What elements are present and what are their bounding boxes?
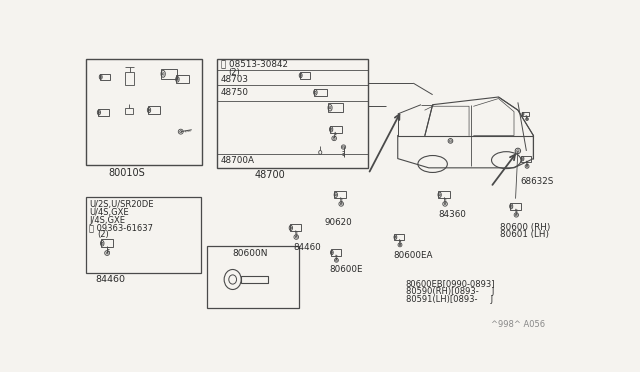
Bar [522,155,531,162]
Bar [394,234,404,240]
Text: (2): (2) [228,68,240,77]
Text: 84360: 84360 [439,210,467,219]
Text: U/4S,GXE: U/4S,GXE [90,208,129,217]
Text: 84460: 84460 [95,275,125,284]
Bar [98,109,109,116]
Text: 80600N: 80600N [232,250,268,259]
Text: Ⓝ 08513-30842: Ⓝ 08513-30842 [221,59,288,68]
Bar [331,250,340,256]
Bar [510,203,521,210]
Bar [300,72,310,78]
Text: 48703: 48703 [221,76,249,84]
Bar [100,74,110,80]
Text: 80600EA: 80600EA [394,251,433,260]
Bar [101,240,113,247]
Bar [148,106,159,114]
Bar [217,58,368,168]
Text: U/2S,U/SR20DE: U/2S,U/SR20DE [90,200,154,209]
Text: 80600E: 80600E [330,265,363,274]
Text: ^998^ A056: ^998^ A056 [491,320,545,328]
Bar [125,71,134,86]
Bar [330,126,342,133]
Bar [161,69,177,78]
Bar [241,276,268,283]
Text: 80591(LH)[0893-     J: 80591(LH)[0893- J [406,295,493,304]
Bar [86,58,202,165]
Bar [289,224,301,231]
Text: 68632S: 68632S [520,177,554,186]
Bar [86,197,201,273]
Bar [125,108,132,114]
Bar [522,112,529,116]
Bar [328,103,343,112]
Text: 80010S: 80010S [108,168,145,178]
Text: 80601 (LH): 80601 (LH) [500,230,549,239]
Text: 80600 (RH): 80600 (RH) [500,222,550,231]
Text: 80590(RH)[0893-     J: 80590(RH)[0893- J [406,287,494,296]
Bar [176,76,189,83]
Text: (2): (2) [97,230,109,239]
Text: J/4S,GXE: J/4S,GXE [90,216,125,225]
Ellipse shape [418,155,447,173]
Text: 48700A: 48700A [221,155,255,164]
Bar [207,246,298,308]
Text: 48700: 48700 [255,170,285,180]
Text: 90620: 90620 [324,218,352,227]
Bar [438,191,450,198]
Ellipse shape [492,152,521,169]
Bar [335,191,346,198]
Bar [314,89,326,96]
Text: 48750: 48750 [221,88,249,97]
Text: Ⓝ 09363-61637: Ⓝ 09363-61637 [90,223,154,232]
Text: 84460: 84460 [293,243,321,252]
Text: 80600EB[0990-0893]: 80600EB[0990-0893] [406,279,495,289]
